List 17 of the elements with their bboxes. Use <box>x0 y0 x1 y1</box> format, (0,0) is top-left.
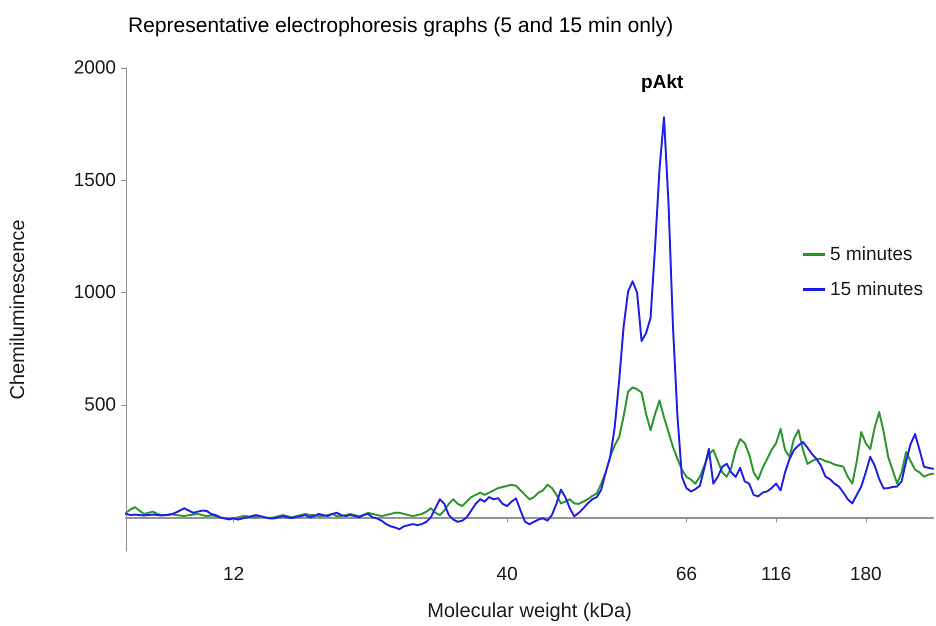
y-tick-label: 500 <box>84 394 116 416</box>
chart-title: Representative electrophoresis graphs (5 and 15 min only) <box>128 14 674 37</box>
x-tick-label: 40 <box>496 564 518 585</box>
y-tick-label: 1500 <box>74 170 116 191</box>
x-tick-label: 12 <box>223 564 244 585</box>
legend-label: 5 minutes <box>830 244 912 265</box>
line-series <box>125 116 934 530</box>
legend-label: 15 minutes <box>830 279 924 300</box>
y-tick-label: 1000 <box>74 282 116 304</box>
x-tick-label: 116 <box>760 564 792 585</box>
line-series <box>125 386 934 521</box>
x-tick-label: 66 <box>676 564 697 585</box>
x-axis-title: Molecular weight (kDa) <box>427 600 632 622</box>
x-tick-label: 180 <box>850 564 882 585</box>
y-axis-title: Chemiluminescence <box>7 219 29 400</box>
y-tick-label: 2000 <box>74 58 116 78</box>
annotation: pAkt <box>641 72 684 93</box>
